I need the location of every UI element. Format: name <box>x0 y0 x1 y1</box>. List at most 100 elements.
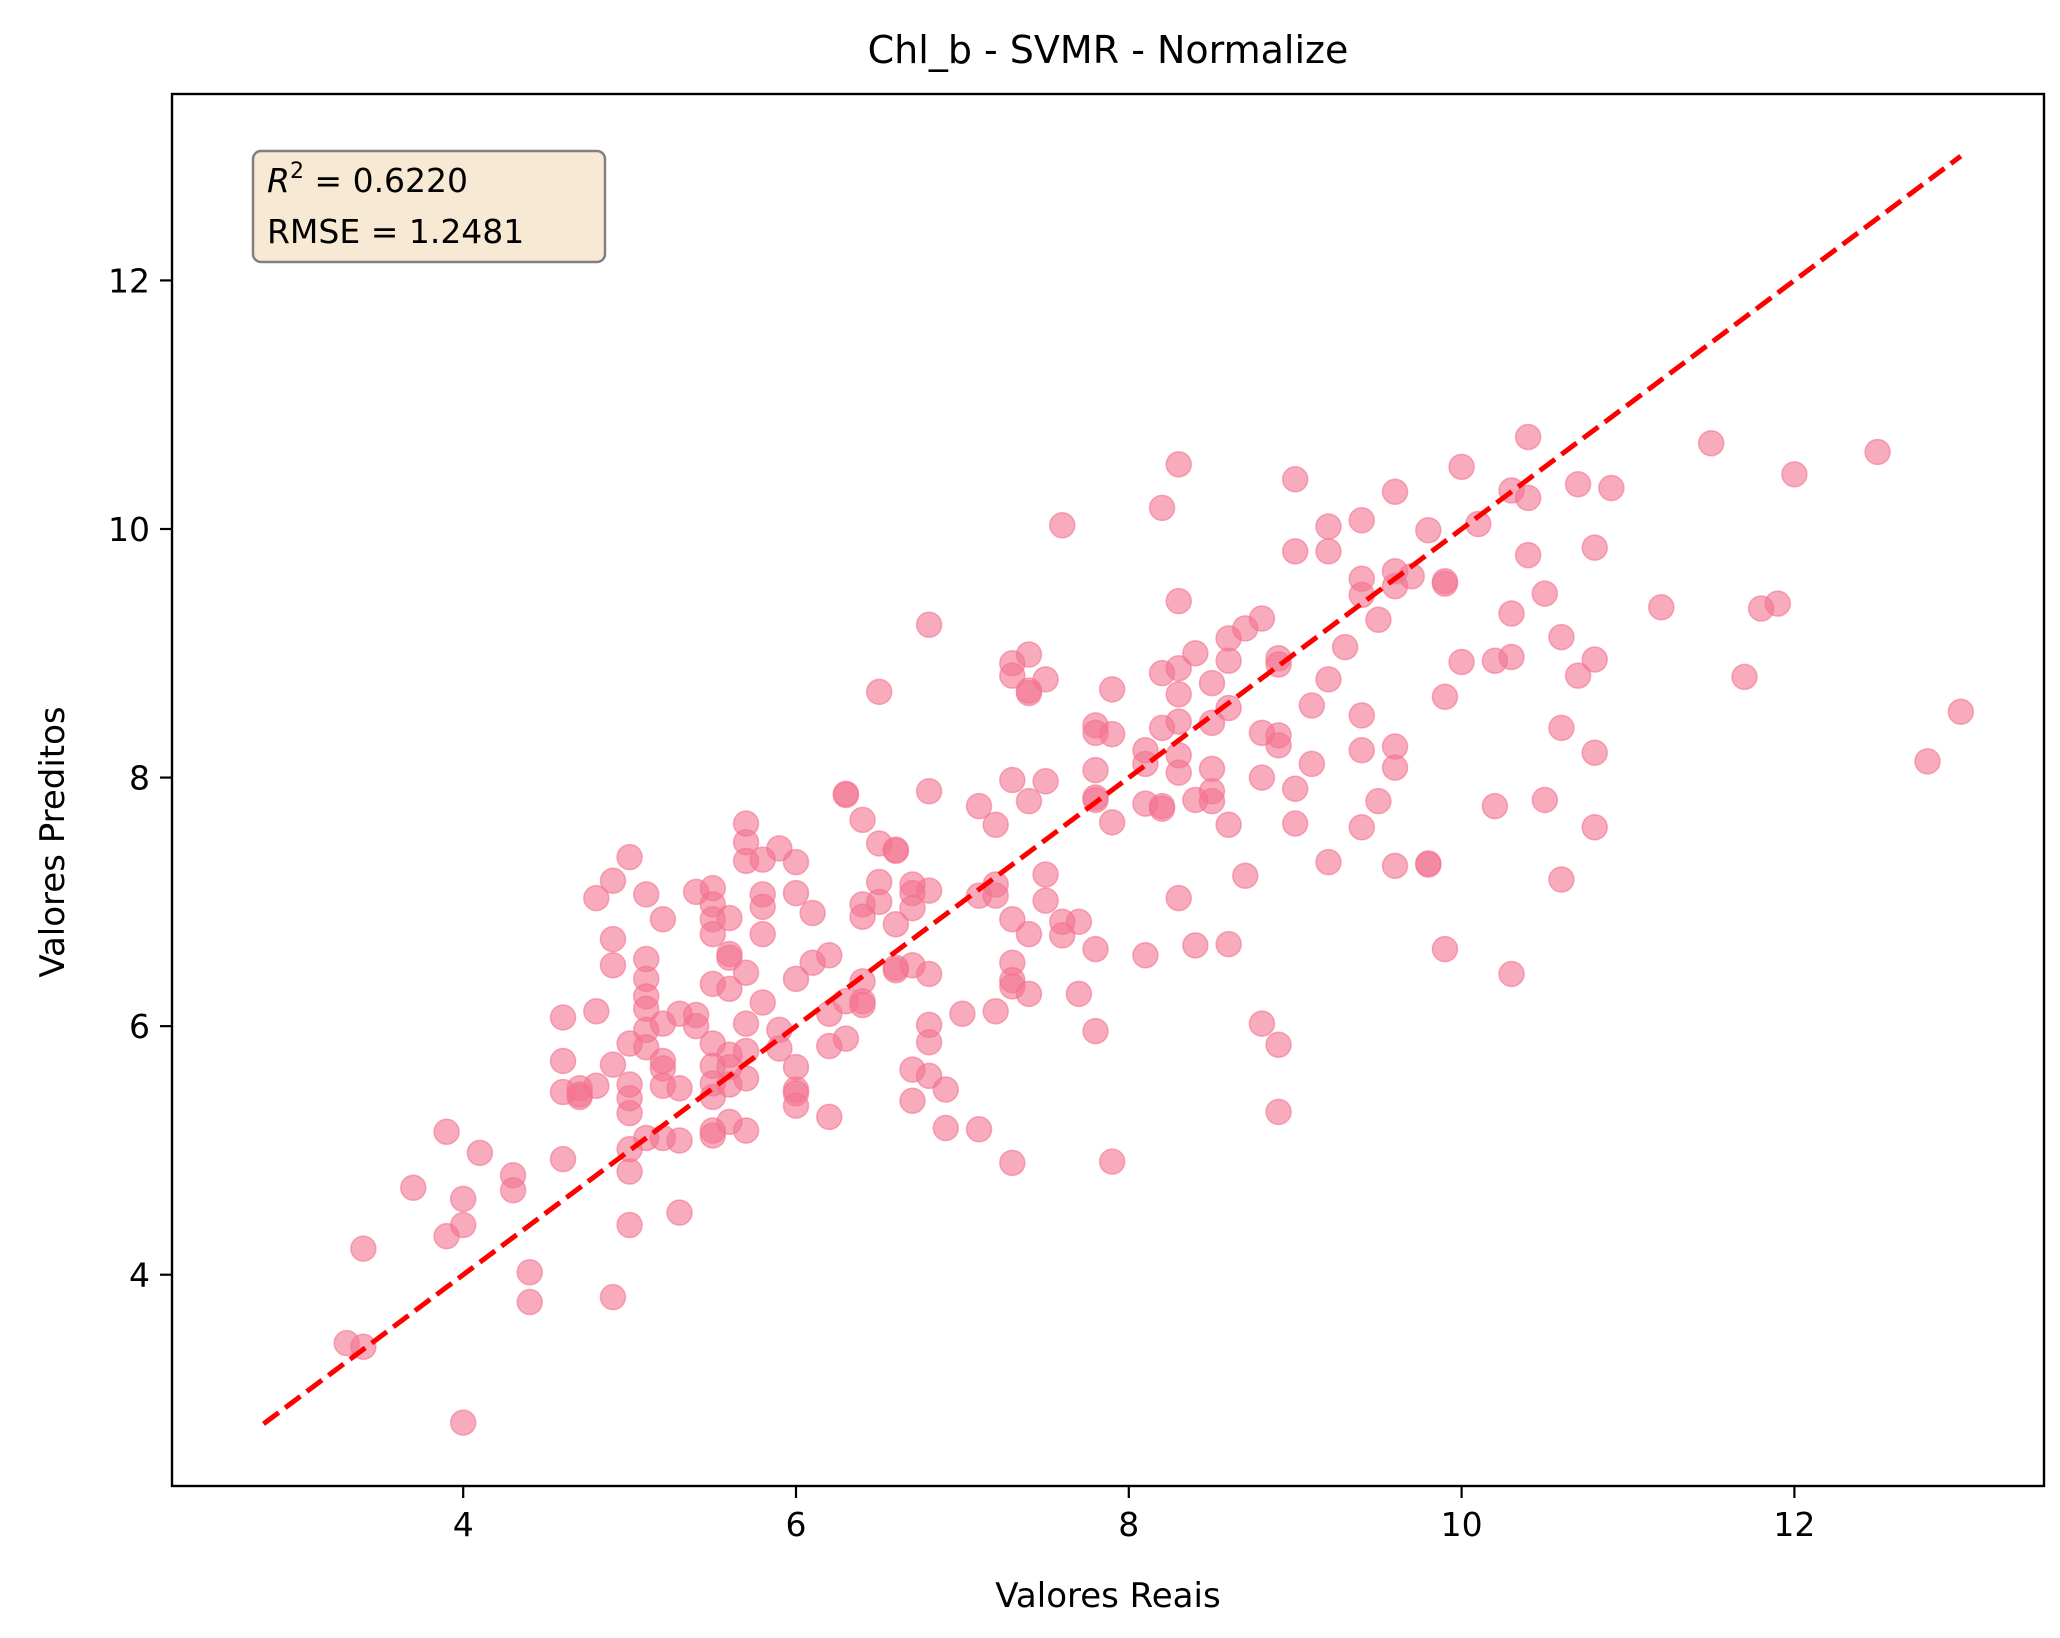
data-point <box>1265 732 1292 759</box>
y-axis-ticks: 4 6 8 10 12 <box>108 261 172 1295</box>
y-tick-label: 12 <box>108 261 150 300</box>
data-point <box>549 1004 577 1031</box>
x-axis-ticks: 4 6 8 10 12 <box>453 1486 1815 1544</box>
data-point <box>1947 698 1975 725</box>
data-point <box>632 881 660 908</box>
data-point <box>1365 606 1392 633</box>
data-point <box>1148 494 1176 522</box>
data-point <box>1298 692 1326 719</box>
y-tick-label: 6 <box>129 1007 150 1046</box>
data-point <box>449 1185 477 1213</box>
data-point <box>1215 930 1242 958</box>
data-point <box>1315 666 1342 693</box>
x-tick-label: 12 <box>1773 1505 1815 1544</box>
data-point <box>865 678 893 706</box>
data-point <box>782 965 810 993</box>
data-point <box>666 1075 693 1102</box>
data-point <box>1032 768 1059 795</box>
x-tick-label: 4 <box>453 1505 474 1544</box>
data-point <box>1348 736 1376 764</box>
data-point <box>1648 594 1675 621</box>
data-point <box>1015 920 1043 948</box>
data-point <box>982 997 1009 1025</box>
data-point <box>1581 739 1608 766</box>
data-point <box>1764 590 1792 617</box>
data-point <box>1697 429 1725 457</box>
data-point <box>915 777 943 805</box>
data-point <box>1481 792 1509 820</box>
data-point <box>1165 884 1192 912</box>
data-point <box>749 989 776 1016</box>
data-point <box>1015 787 1043 815</box>
data-point <box>849 903 876 931</box>
chart-title: Chl_b - SVMR - Normalize <box>868 28 1349 72</box>
data-point <box>1248 764 1276 791</box>
x-tick-label: 8 <box>1118 1505 1139 1544</box>
data-point <box>982 882 1009 909</box>
data-point <box>899 894 926 922</box>
data-point <box>1531 580 1559 607</box>
data-point <box>616 1158 643 1185</box>
data-point <box>350 1235 377 1262</box>
data-point <box>782 848 810 876</box>
data-point <box>549 1145 577 1173</box>
rmse-text: RMSE = 1.2481 <box>267 212 524 251</box>
data-point <box>583 1072 610 1100</box>
data-point <box>1431 683 1459 711</box>
data-point <box>999 662 1026 689</box>
data-point <box>999 906 1026 933</box>
data-point <box>1232 862 1259 890</box>
data-point <box>749 893 776 921</box>
data-point <box>1198 755 1226 783</box>
data-point <box>716 944 743 972</box>
data-point <box>1015 641 1043 668</box>
data-point <box>449 1211 477 1239</box>
data-point <box>1281 466 1309 493</box>
y-tick-label: 4 <box>129 1256 150 1295</box>
plot-frame <box>170 92 2046 1488</box>
metrics-annotation: R2 = 0.6220 RMSE = 1.2481 <box>251 149 607 264</box>
data-point <box>1514 484 1542 512</box>
data-point <box>1048 512 1076 539</box>
data-point <box>899 1087 926 1114</box>
data-point <box>832 1025 860 1052</box>
data-point <box>732 1117 760 1144</box>
data-point <box>1082 756 1109 784</box>
data-point <box>1548 623 1575 651</box>
data-point <box>1182 640 1209 667</box>
data-point <box>1331 633 1359 661</box>
data-point <box>1781 461 1808 488</box>
data-point <box>1415 516 1442 544</box>
data-point <box>599 925 627 953</box>
data-point <box>1281 538 1309 565</box>
data-point <box>1498 960 1525 988</box>
r2-text: R2 = 0.6220 <box>267 159 468 200</box>
data-point <box>816 1103 843 1131</box>
data-point <box>1914 748 1941 775</box>
data-point <box>1514 423 1542 451</box>
data-point <box>1065 980 1093 1008</box>
data-point <box>965 792 993 820</box>
data-point <box>1448 453 1475 481</box>
data-point <box>599 951 627 979</box>
annotation-box-background <box>251 149 607 264</box>
data-point <box>1165 759 1192 786</box>
data-point <box>1132 942 1159 969</box>
data-point <box>1165 587 1192 615</box>
data-point <box>1032 861 1059 888</box>
data-point <box>1498 643 1525 671</box>
data-point <box>882 910 910 938</box>
data-point <box>782 1053 810 1081</box>
y-tick-label: 8 <box>129 759 150 798</box>
data-point <box>732 959 760 986</box>
data-point <box>732 1065 760 1092</box>
data-point <box>999 1149 1026 1177</box>
data-point <box>1315 538 1342 565</box>
data-point <box>1082 1017 1109 1045</box>
data-point <box>1198 669 1226 697</box>
data-point <box>616 1099 643 1127</box>
data-point <box>849 806 876 834</box>
data-point <box>549 1047 577 1075</box>
data-point <box>1864 438 1891 466</box>
data-point <box>732 1010 760 1037</box>
